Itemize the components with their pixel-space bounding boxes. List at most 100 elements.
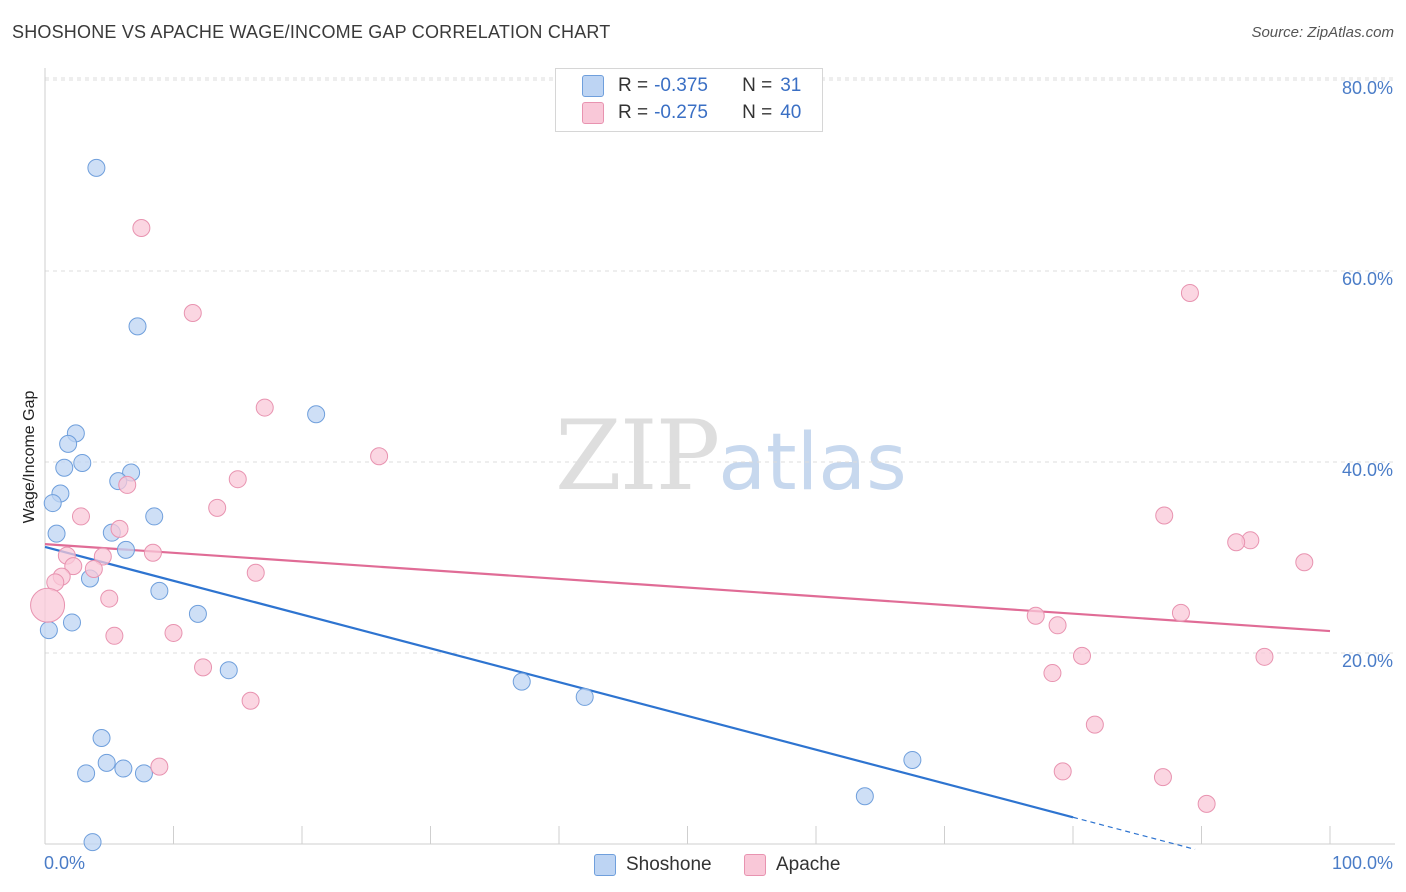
- source-label: Source: ZipAtlas.com: [1251, 24, 1394, 41]
- shoshone-point: [55, 458, 74, 477]
- apache-point: [370, 447, 389, 466]
- apache-point: [1153, 768, 1172, 787]
- shoshone-trend-line: [44, 545, 1074, 819]
- apache-point: [84, 559, 103, 578]
- apache-point: [1026, 606, 1045, 625]
- apache-point: [228, 470, 247, 489]
- n-value: 31: [780, 75, 802, 96]
- n-value: 40: [780, 102, 802, 123]
- apache-point: [1295, 553, 1314, 572]
- data-points: [30, 158, 1314, 852]
- apache-point: [1180, 283, 1199, 302]
- apache-point: [100, 589, 119, 608]
- apache-point: [1197, 794, 1216, 813]
- shoshone-point: [134, 764, 153, 783]
- axis-labels: 20.0% 40.0% 60.0% 80.0% 0.0% 100.0% Wage/Incom…: [21, 78, 1393, 873]
- chart-title: SHOSHONE VS APACHE WAGE/INCOME GAP CORRE…: [12, 22, 611, 42]
- shoshone-point: [219, 661, 238, 680]
- series-shoshone: [39, 158, 922, 852]
- shoshone-trend-extension: [1072, 816, 1196, 850]
- apache-point: [241, 691, 260, 710]
- axes: [44, 68, 1395, 845]
- shoshone-point: [307, 405, 326, 424]
- shoshone-point: [39, 621, 58, 640]
- apache-point: [110, 519, 129, 538]
- apache-point: [93, 547, 112, 566]
- apache-trend-line: [44, 543, 1331, 633]
- apache-point: [246, 563, 265, 582]
- apache-point: [1053, 762, 1072, 781]
- shoshone-point: [145, 507, 164, 526]
- y-tick-label: 60.0%: [1342, 269, 1393, 289]
- correlation-legend: R = -0.375 N = 31 R = -0.275 N = 40: [555, 68, 823, 132]
- shoshone-point: [43, 494, 62, 513]
- y-tick-label: 40.0%: [1342, 460, 1393, 480]
- shoshone-point: [855, 787, 874, 806]
- r-value: -0.275: [654, 102, 708, 123]
- shoshone-point: [128, 317, 147, 336]
- y-axis-label: Wage/Income Gap: [21, 391, 38, 524]
- shoshone-legend-swatch: [594, 854, 616, 876]
- apache-swatch: [582, 102, 604, 124]
- shoshone-point: [73, 453, 92, 472]
- r-label: R =: [618, 102, 649, 123]
- shoshone-point: [116, 540, 135, 559]
- shoshone-point: [575, 687, 594, 706]
- apache-point: [143, 543, 162, 562]
- apache-point: [194, 658, 213, 677]
- x-tick-label: 0.0%: [44, 853, 85, 873]
- apache-point: [150, 757, 169, 776]
- apache-point: [1171, 603, 1190, 622]
- shoshone-point: [512, 672, 531, 691]
- shoshone-point: [77, 764, 96, 783]
- watermark-atlas: atlas: [718, 418, 907, 508]
- apache-point: [64, 557, 83, 576]
- trend-lines: [44, 543, 1331, 850]
- apache-point: [255, 398, 274, 417]
- shoshone-point: [92, 728, 111, 747]
- apache-point: [132, 219, 151, 238]
- legend-label-apache: Apache: [776, 854, 841, 875]
- n-label: N =: [742, 102, 773, 123]
- watermark-zip: ZIP: [555, 400, 720, 512]
- legend-label-shoshone: Shoshone: [626, 854, 712, 875]
- y-tick-label: 80.0%: [1342, 78, 1393, 98]
- apache-point: [1227, 533, 1246, 552]
- zipatlas-watermark: ZIPatlas: [555, 400, 907, 512]
- legend-item-apache[interactable]: Apache: [744, 852, 840, 878]
- r-value: -0.375: [654, 75, 708, 96]
- shoshone-point: [83, 833, 102, 852]
- apache-legend-swatch: [744, 854, 766, 876]
- legend-item-shoshone[interactable]: Shoshone: [594, 852, 712, 878]
- legend-row-apache: R = -0.275 N = 40: [556, 100, 801, 126]
- shoshone-point: [47, 524, 66, 543]
- x-tick-label: 100.0%: [1332, 853, 1393, 873]
- shoshone-point: [188, 604, 207, 623]
- shoshone-point: [150, 581, 169, 600]
- shoshone-point: [903, 750, 922, 769]
- gridlines: [45, 77, 1395, 654]
- apache-point: [1255, 647, 1274, 666]
- apache-point: [71, 507, 90, 526]
- shoshone-point: [114, 759, 133, 778]
- shoshone-swatch: [582, 75, 604, 97]
- apache-point: [30, 587, 66, 623]
- shoshone-point: [97, 753, 116, 772]
- apache-point: [105, 626, 124, 645]
- legend-row-shoshone: R = -0.375 N = 31: [556, 73, 801, 99]
- shoshone-point: [87, 158, 106, 177]
- apache-point: [1155, 506, 1174, 525]
- apache-point: [1072, 646, 1091, 665]
- y-tick-label: 20.0%: [1342, 651, 1393, 671]
- apache-point: [183, 304, 202, 323]
- shoshone-point: [62, 613, 81, 632]
- apache-point: [164, 623, 183, 642]
- apache-point: [1043, 664, 1062, 683]
- r-label: R =: [618, 75, 649, 96]
- n-label: N =: [742, 75, 773, 96]
- apache-point: [118, 475, 137, 494]
- apache-point: [208, 498, 227, 517]
- series-apache: [30, 219, 1314, 813]
- apache-point: [1085, 715, 1104, 734]
